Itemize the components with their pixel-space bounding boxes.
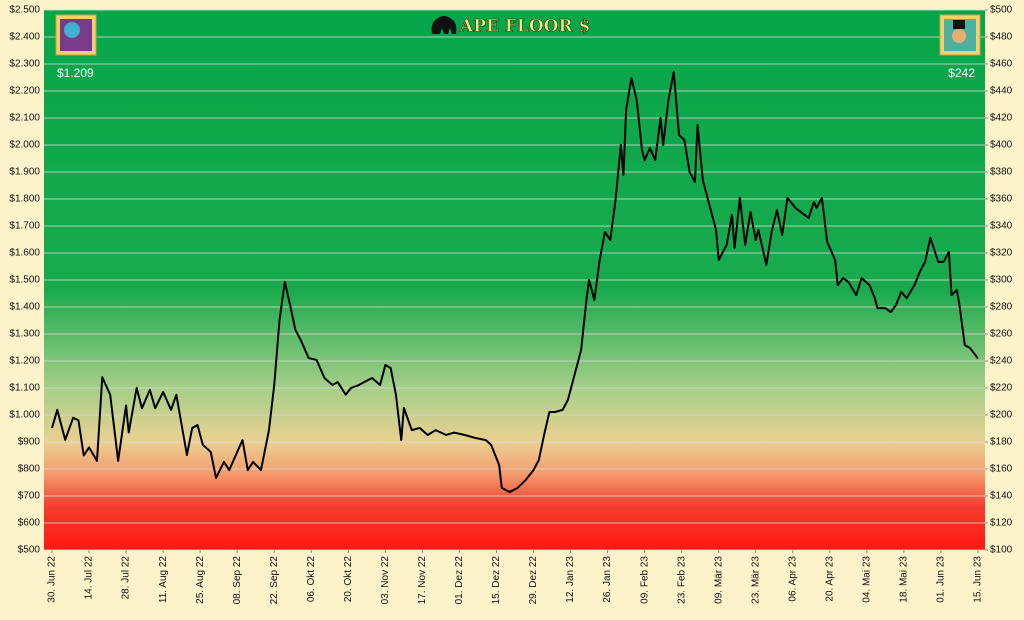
y-tick-label: $700 (18, 491, 41, 502)
x-tick-label: 06. Apr 23 (787, 556, 798, 602)
y2-tick-label: $200 (990, 410, 1013, 421)
y-tick-label: $1.400 (9, 302, 40, 313)
y2-tick-label: $300 (990, 275, 1013, 286)
y2-tick-label: $260 (990, 329, 1013, 340)
x-tick-label: 04. Mai 23 (862, 556, 873, 603)
price-line (51, 71, 979, 493)
y-tick-label: $1.800 (9, 194, 40, 205)
y2-tick-label: $100 (990, 545, 1013, 556)
x-tick-label: 09. Mär 23 (713, 556, 724, 604)
x-tick-label: 11. Aug 22 (158, 556, 169, 604)
x-tick-label: 01. Jun 23 (936, 556, 947, 603)
x-tick-label: 20. Apr 23 (824, 556, 835, 602)
y-tick-label: $1.300 (9, 329, 40, 340)
x-tick-label: 26. Jan 23 (602, 556, 613, 603)
y2-tick-label: $420 (990, 113, 1013, 124)
x-tick-label: 03. Nov 22 (380, 556, 391, 605)
gorilla-icon (431, 16, 457, 34)
y2-tick-label: $380 (990, 167, 1013, 178)
y-tick-label: $2.200 (9, 86, 40, 97)
y2-tick-label: $320 (990, 248, 1013, 259)
y2-tick-label: $160 (990, 464, 1013, 475)
grid (44, 9, 985, 551)
y2-tick-label: $220 (990, 383, 1013, 394)
chart-title: APE FLOOR $ (459, 17, 590, 37)
right-avatar-face (952, 29, 966, 43)
x-tick-label: 22. Sep 22 (269, 556, 280, 605)
x-tick-label: 28. Jul 22 (121, 556, 132, 600)
y-tick-label: $500 (18, 545, 41, 556)
x-tick-label: 12. Jan 23 (565, 556, 576, 603)
y2-tick-label: $360 (990, 194, 1013, 205)
y2-tick-label: $280 (990, 302, 1013, 313)
x-tick-label: 25. Aug 22 (195, 556, 206, 604)
y2-tick-label: $460 (990, 59, 1013, 70)
y2-tick-label: $180 (990, 437, 1013, 448)
y2-tick-label: $500 (990, 5, 1013, 16)
y2-tick-label: $400 (990, 140, 1013, 151)
right-annotation: $242 (948, 66, 975, 80)
x-tick-label: 29. Dez 22 (528, 556, 539, 605)
x-tick-label: 06. Okt 22 (306, 556, 317, 603)
y-tick-label: $1.200 (9, 356, 40, 367)
right-avatar-hat (953, 20, 965, 29)
x-tick-label: 14. Jul 22 (84, 556, 95, 600)
y-tick-label: $2.400 (9, 32, 40, 43)
y-tick-label: $800 (18, 464, 41, 475)
y2-tick-label: $440 (990, 86, 1013, 97)
y-tick-label: $900 (18, 437, 41, 448)
y2-tick-label: $120 (990, 518, 1013, 529)
y-tick-label: $1.600 (9, 248, 40, 259)
y2-tick-label: $480 (990, 32, 1013, 43)
x-tick-label: 09. Feb 23 (639, 556, 650, 604)
y-tick-label: $1.100 (9, 383, 40, 394)
x-tick-label: 01. Dez 22 (454, 556, 465, 605)
x-tick-label: 17. Nov 22 (417, 556, 428, 605)
y2-tick-label: $140 (990, 491, 1013, 502)
left-annotation: $1.209 (57, 66, 94, 80)
y-tick-label: $2.300 (9, 59, 40, 70)
y-tick-label: $1.000 (9, 410, 40, 421)
y-tick-label: $1.900 (9, 167, 40, 178)
y-tick-label: $2.000 (9, 140, 40, 151)
x-tick-label: 15. Jun 23 (973, 556, 984, 603)
x-tick-label: 15. Dez 22 (491, 556, 502, 605)
y-tick-label: $600 (18, 518, 41, 529)
y2-tick-label: $340 (990, 221, 1013, 232)
left-avatar-face (64, 22, 80, 38)
y-tick-label: $1.500 (9, 275, 40, 286)
y-tick-label: $2.500 (9, 5, 40, 16)
y-tick-label: $1.700 (9, 221, 40, 232)
x-tick-label: 23. Feb 23 (676, 556, 687, 604)
x-tick-label: 08. Sep 22 (232, 556, 243, 605)
x-tick-label: 20. Okt 22 (343, 556, 354, 603)
x-tick-label: 18. Mai 23 (899, 556, 910, 603)
x-tick-label: 23. Mär 23 (750, 556, 761, 604)
x-tick-label: 30. Jun 22 (47, 556, 58, 603)
y2-tick-label: $240 (990, 356, 1013, 367)
y-tick-label: $2.100 (9, 113, 40, 124)
